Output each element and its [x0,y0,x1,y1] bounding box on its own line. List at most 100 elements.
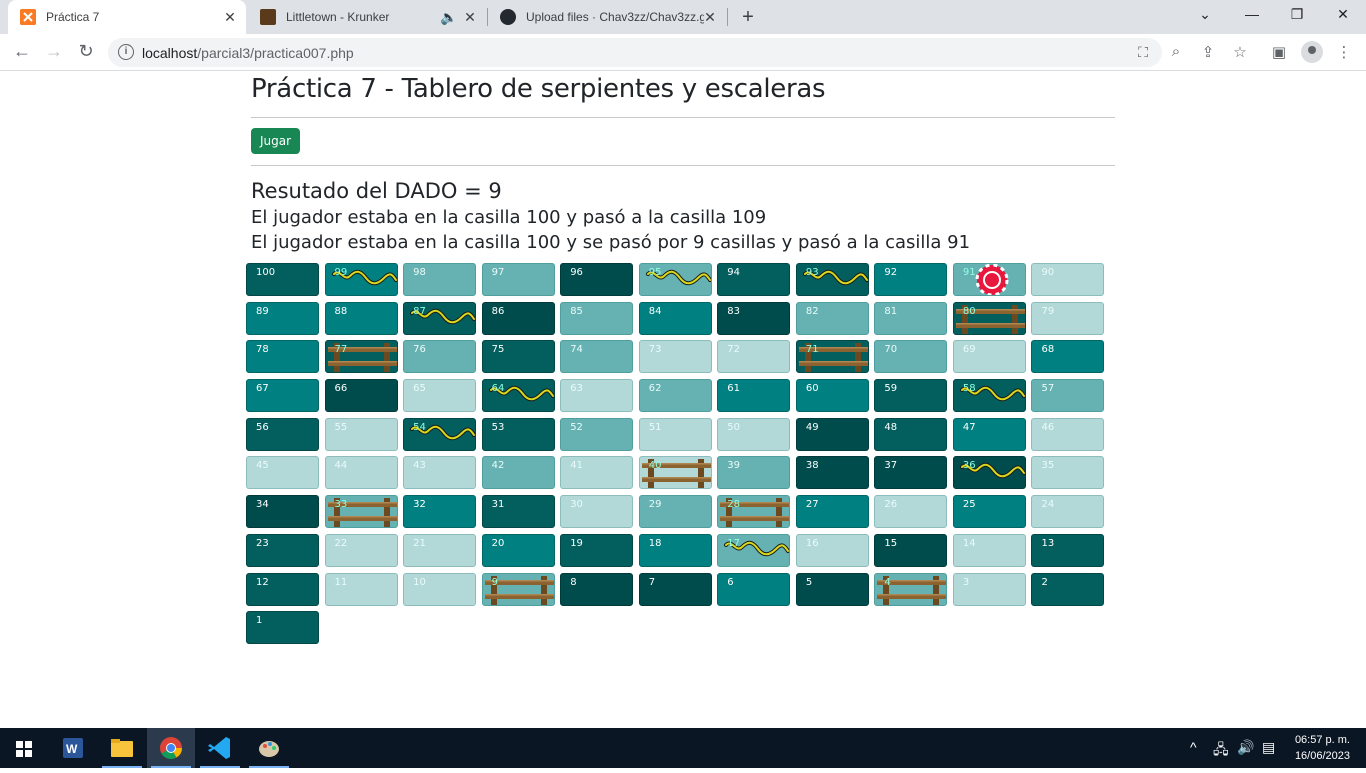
cell-number: 3 [962,576,970,588]
tab-krunker[interactable]: Littletown - Krunker 🔈 ✕ [248,0,486,34]
cell-number: 100 [256,267,276,278]
cell-number: 59 [884,383,898,395]
board-cell-59: 59 [874,379,948,413]
menu-kebab-icon[interactable]: ⋮ [1336,44,1352,61]
cell-number: 98 [413,267,426,278]
cell-number: 47 [962,421,976,433]
site-info-icon[interactable]: i [118,44,134,60]
board-row: 1 [246,611,1110,646]
network-icon[interactable]: 🖧 [1213,741,1229,757]
cell-number: 79 [1041,305,1055,317]
cell-number: 49 [805,421,819,433]
board-cell-11: 11 [324,572,398,606]
jugar-button[interactable]: Jugar [251,128,301,154]
board-cell-20: 20 [481,533,555,567]
forward-icon[interactable]: → [45,41,63,61]
snake-icon [959,385,1025,402]
cell-number: 36 [962,460,976,472]
running-indicator [249,766,289,768]
cell-number: 18 [648,537,662,549]
translate-icon[interactable]: ⛶ [1138,44,1148,60]
browser-toolbar: ← → ↻ i localhost/parcial3/practica007.p… [0,34,1366,71]
reload-icon[interactable]: ↻ [78,41,94,61]
board-row: 34 33 32 31 30 29 28 27 26 25 24 [246,495,1110,530]
cell-number: 56 [256,421,269,433]
board-cell-88: 88 [324,301,398,335]
board-cell-49: 49 [795,417,869,451]
ladder-icon [327,498,397,528]
restore-icon[interactable]: ❐ [1290,6,1304,22]
minimize-icon[interactable]: — [1245,6,1259,22]
cell-number: 32 [413,499,426,511]
address-bar[interactable]: i localhost/parcial3/practica007.php ⛶ [108,38,1162,67]
back-icon[interactable]: ← [13,41,31,61]
cell-number: 2 [1041,576,1048,588]
cell-number: 19 [570,537,583,549]
board-cell-71: 71 [795,340,869,374]
board-cell-54: 54 [403,417,477,451]
board-cell-87: 87 [403,301,477,335]
windows-start-icon[interactable] [0,728,48,768]
move-message-2: El jugador estaba en la casilla 100 y se… [251,232,971,253]
board-row: 89 88 87 86 85 84 83 82 81 80 79 [246,301,1110,337]
running-indicator [200,766,240,768]
windows-taskbar: W ^ 🖧 🔊 ▤ 06:57 p. m. 16/06/2023 [0,728,1366,768]
close-tab-icon[interactable]: ✕ [224,9,236,25]
board-cell-33: 33 [324,495,398,529]
volume-icon[interactable]: 🔊 [1237,739,1255,755]
snake-icon [410,424,476,440]
cell-number: 81 [884,305,898,317]
vscode-icon[interactable] [196,728,244,768]
profile-avatar[interactable] [1301,41,1323,63]
board-cell-98: 98 [403,263,477,296]
board-cell-68: 68 [1031,340,1105,374]
close-window-icon[interactable]: ✕ [1337,6,1349,22]
cell-number: 64 [491,383,505,395]
close-tab-icon[interactable]: ✕ [704,9,716,25]
chrome-icon[interactable] [147,728,195,768]
word-icon[interactable]: W [49,728,97,768]
cell-number: 26 [884,499,898,511]
tab-search-chevron-icon[interactable]: ⌄ [1199,6,1211,22]
paint-icon[interactable] [245,728,293,768]
cell-number: 38 [805,460,819,472]
share-icon[interactable]: ⇪ [1201,44,1215,61]
board-cell-30: 30 [560,495,634,529]
system-clock[interactable]: 06:57 p. m. 16/06/2023 [1295,732,1350,764]
cell-number: 69 [962,344,976,356]
tab-github-upload[interactable]: Upload files · Chav3zz/Chav3zz.g ✕ [488,0,726,34]
board-cell-53: 53 [481,417,555,451]
board-cell-31: 31 [481,495,555,529]
snake-icon [802,269,868,286]
zoom-icon[interactable]: ⌕ [1171,43,1181,60]
board-cell-70: 70 [874,340,948,374]
url-text[interactable]: localhost/parcial3/practica007.php [142,45,354,61]
cell-number: 7 [648,576,656,588]
running-indicator [151,766,191,768]
cell-number: 29 [648,499,662,511]
file-explorer-icon[interactable] [98,728,146,768]
board-cell-69: 69 [952,340,1026,374]
notifications-icon[interactable]: ▤ [1262,739,1276,755]
divider [251,165,1115,166]
board-cell-15: 15 [874,533,948,567]
cell-number: 11 [334,576,348,588]
board-cell-40: 40 [638,456,712,490]
snake-icon [410,308,476,324]
show-hidden-icons-icon[interactable]: ^ [1190,739,1197,755]
cell-number: 41 [570,460,583,472]
cell-number: 68 [1041,344,1055,356]
move-message-1: El jugador estaba en la casilla 100 y pa… [251,207,767,228]
cell-number: 24 [1041,499,1055,511]
bookmark-star-icon[interactable]: ☆ [1233,44,1247,61]
cell-number: 35 [1041,460,1055,472]
close-tab-icon[interactable]: ✕ [464,9,476,25]
new-tab-icon[interactable]: + [742,6,754,28]
side-panel-icon[interactable]: ▣ [1271,44,1287,61]
tab-practica-7[interactable]: Práctica 7 ✕ [8,0,246,34]
board-cell-37: 37 [874,456,948,490]
board-cell-45: 45 [246,456,319,490]
cell-number: 1 [256,615,263,627]
board-cell-2: 2 [1031,572,1105,606]
audio-playing-icon[interactable]: 🔈 [440,9,458,25]
